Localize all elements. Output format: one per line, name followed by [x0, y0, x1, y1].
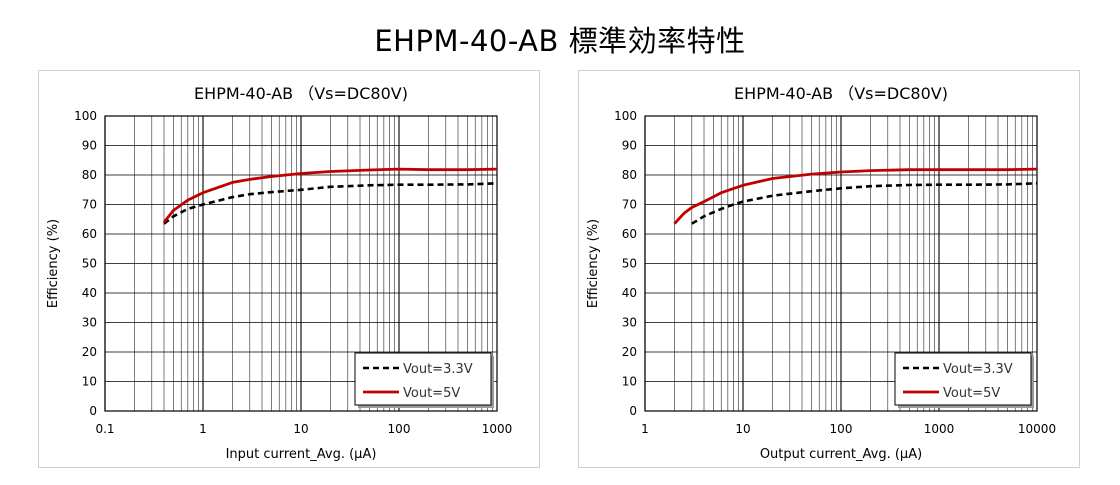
- y-tick-label: 30: [622, 316, 637, 330]
- legend-box: [354, 352, 492, 406]
- legend: Vout=3.3V Vout=5V: [354, 352, 494, 408]
- x-axis-label: Input current_Avg. (μA): [226, 447, 377, 462]
- y-tick-label: 20: [622, 345, 637, 359]
- x-tick-label: 1: [199, 422, 207, 436]
- x-axis-label: Output current_Avg. (μA): [760, 447, 922, 462]
- x-tick-label: 10: [293, 422, 308, 436]
- y-tick-label: 20: [82, 345, 97, 359]
- efficiency-chart-input: EHPM-40-AB （Vs=DC80V) 0 10 20 30 40 50 60 70 80 90…: [46, 84, 513, 462]
- series-line-vout-5v: [673, 167, 1038, 225]
- x-tick-label: 1: [641, 422, 649, 436]
- plot-border: [104, 115, 498, 412]
- efficiency-chart-output: EHPM-40-AB （Vs=DC80V) 0 10 20 30 40 50 60 70 80 90…: [586, 84, 1056, 462]
- x-tick-label: 1000: [482, 422, 513, 436]
- chart-panel-output-current: EHPM-40-AB （Vs=DC80V) 0 10 20 30 40 50 60 70 80 90…: [578, 70, 1080, 468]
- plot-border: [644, 115, 1038, 412]
- y-axis-label: Efficiency (%): [586, 219, 601, 308]
- y-tick-label: 80: [82, 168, 97, 182]
- chart-panel-input-current: EHPM-40-AB （Vs=DC80V) 0 10 20 30 40 50 60 70 80 90…: [38, 70, 540, 468]
- y-tick-label: 90: [82, 139, 97, 153]
- legend-label: Vout=5V: [943, 386, 1000, 401]
- y-tick-label: 50: [622, 257, 637, 271]
- x-tick-label: 100: [830, 422, 853, 436]
- y-tick-label: 0: [89, 404, 97, 418]
- y-tick-label: 0: [629, 404, 637, 418]
- y-axis-label: Efficiency (%): [46, 219, 61, 308]
- x-tick-label: 1000: [924, 422, 955, 436]
- y-tick-label: 60: [82, 227, 97, 241]
- y-tick-label: 70: [82, 198, 97, 212]
- chart-title: EHPM-40-AB （Vs=DC80V): [194, 84, 408, 103]
- y-tick-label: 100: [74, 109, 97, 123]
- series-line-vout-3-3v: [691, 182, 1038, 225]
- series-line-vout-5v: [162, 167, 498, 224]
- x-tick-label: 10: [735, 422, 750, 436]
- y-tick-label: 40: [622, 286, 637, 300]
- y-tick-label: 50: [82, 257, 97, 271]
- legend-box: [894, 352, 1032, 406]
- y-tick-label: 10: [82, 375, 97, 389]
- series-line-vout-3-3v: [163, 182, 498, 225]
- legend-label: Vout=5V: [403, 386, 460, 401]
- legend-label: Vout=3.3V: [943, 362, 1013, 377]
- chart-title: EHPM-40-AB （Vs=DC80V): [734, 84, 948, 103]
- y-tick-label: 90: [622, 139, 637, 153]
- y-tick-label: 30: [82, 316, 97, 330]
- legend-label: Vout=3.3V: [403, 362, 473, 377]
- x-tick-label: 10000: [1018, 422, 1056, 436]
- y-tick-label: 40: [82, 286, 97, 300]
- y-tick-label: 100: [614, 109, 637, 123]
- y-tick-label: 60: [622, 227, 637, 241]
- y-tick-label: 70: [622, 198, 637, 212]
- x-tick-label: 100: [388, 422, 411, 436]
- y-tick-label: 80: [622, 168, 637, 182]
- legend: Vout=3.3V Vout=5V: [894, 352, 1034, 408]
- y-tick-label: 10: [622, 375, 637, 389]
- x-tick-label: 0.1: [95, 422, 114, 436]
- page-title: EHPM-40-AB 標準効率特性: [374, 24, 746, 58]
